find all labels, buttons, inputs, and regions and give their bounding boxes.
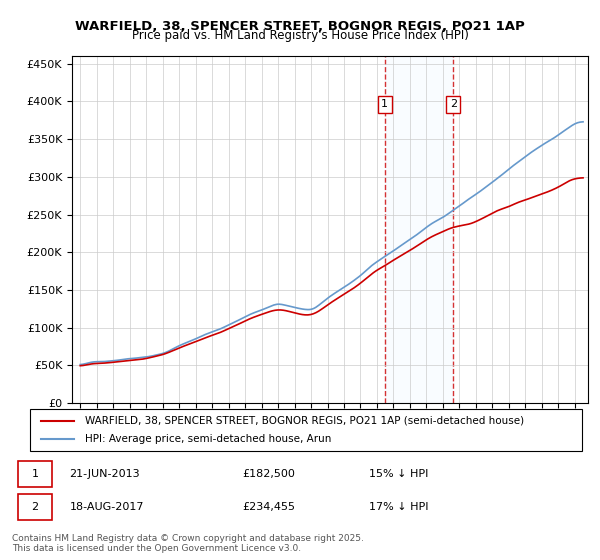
Text: 2: 2 [31, 502, 38, 512]
Text: 21-JUN-2013: 21-JUN-2013 [70, 469, 140, 479]
Text: 15% ↓ HPI: 15% ↓ HPI [369, 469, 428, 479]
Text: 1: 1 [32, 469, 38, 479]
Text: WARFIELD, 38, SPENCER STREET, BOGNOR REGIS, PO21 1AP (semi-detached house): WARFIELD, 38, SPENCER STREET, BOGNOR REG… [85, 416, 524, 426]
Text: £234,455: £234,455 [242, 502, 295, 512]
Text: 18-AUG-2017: 18-AUG-2017 [70, 502, 144, 512]
Text: £182,500: £182,500 [242, 469, 295, 479]
FancyBboxPatch shape [30, 409, 582, 451]
Text: Contains HM Land Registry data © Crown copyright and database right 2025.
This d: Contains HM Land Registry data © Crown c… [12, 534, 364, 553]
FancyBboxPatch shape [18, 494, 52, 520]
Bar [385, 56, 454, 403]
Text: 2: 2 [450, 99, 457, 109]
Text: 17% ↓ HPI: 17% ↓ HPI [369, 502, 428, 512]
FancyBboxPatch shape [18, 461, 52, 487]
Text: WARFIELD, 38, SPENCER STREET, BOGNOR REGIS, PO21 1AP: WARFIELD, 38, SPENCER STREET, BOGNOR REG… [75, 20, 525, 32]
Text: Price paid vs. HM Land Registry's House Price Index (HPI): Price paid vs. HM Land Registry's House … [131, 29, 469, 42]
Text: HPI: Average price, semi-detached house, Arun: HPI: Average price, semi-detached house,… [85, 434, 332, 444]
Text: 1: 1 [381, 99, 388, 109]
